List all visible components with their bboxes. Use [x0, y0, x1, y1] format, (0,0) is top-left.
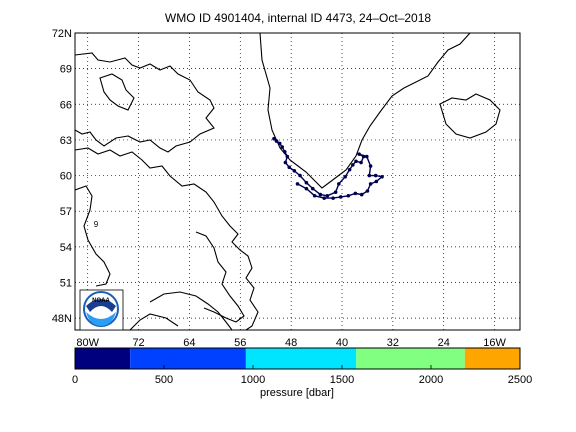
colorbar-segment	[130, 348, 246, 369]
lon-tick-label: 72	[132, 337, 144, 349]
track-point	[310, 186, 315, 191]
lon-tick-label: 64	[183, 337, 195, 349]
colorbar-tick-label: 2000	[419, 374, 443, 386]
track-point	[322, 196, 327, 200]
track-line	[273, 138, 384, 199]
float-track	[272, 136, 384, 200]
colorbar-segment	[356, 348, 465, 369]
track-point	[337, 182, 341, 186]
lon-tick-label: 40	[336, 337, 348, 349]
track-point	[374, 179, 379, 184]
track-point	[304, 186, 309, 191]
track-point	[331, 196, 335, 200]
coastline-baffin-island	[75, 147, 259, 330]
track-point	[380, 174, 384, 179]
track-point	[357, 152, 361, 156]
track-point	[373, 173, 378, 178]
track-point	[351, 163, 355, 167]
noaa-logo-text: NOAA	[92, 298, 110, 304]
track-point	[343, 174, 347, 179]
track-point	[304, 180, 309, 185]
lon-tick-label: 32	[387, 337, 399, 349]
track-point	[365, 189, 370, 193]
noaa-logo-wave-icon	[86, 312, 116, 326]
coastline-newfoundland	[149, 291, 233, 330]
track-point	[364, 154, 369, 159]
colorbar-segments	[75, 348, 520, 369]
lon-tick-label: 16W	[483, 337, 506, 349]
lat-tick-label: 69	[60, 64, 72, 76]
lon-tick-label: 24	[438, 337, 450, 349]
track-point	[312, 193, 317, 198]
latitude-tick-labels: 72N 69 66 63 60 57 54 51 48N	[52, 28, 72, 325]
coastline-baffin-lakes	[99, 73, 135, 111]
track-point	[318, 192, 323, 197]
lat-tick-label: 63	[60, 135, 72, 147]
map-frame-background	[75, 33, 520, 330]
lat-tick-label: 48N	[52, 313, 72, 325]
track-point	[282, 150, 287, 154]
track-point	[368, 164, 373, 168]
track-point	[283, 160, 288, 165]
colorbar-tick-label: 1000	[241, 374, 265, 386]
map-grid	[75, 33, 520, 330]
track-point	[333, 190, 338, 194]
land-outlines	[75, 33, 501, 330]
noaa-logo: NOAA	[79, 289, 124, 331]
colorbar-segment	[464, 348, 520, 369]
location-marker-label: 9	[94, 220, 99, 229]
track-point	[347, 167, 352, 172]
track-point	[368, 182, 373, 186]
colorbar-tick-label: 2500	[508, 374, 532, 386]
track-point	[359, 160, 363, 165]
longitude-tick-labels: 80W 72 64 56 48 40 32 24 16W	[76, 337, 506, 349]
coastline-arctic-islands	[75, 52, 215, 153]
track-point	[359, 192, 364, 197]
coastline-hudson-bay	[75, 185, 111, 287]
track-point	[287, 165, 292, 170]
colorbar-label: pressure [dbar]	[260, 387, 334, 399]
map-frame	[74, 32, 521, 331]
lat-tick-label: 54	[60, 242, 72, 254]
noaa-logo-bird-icon	[86, 299, 116, 312]
colorbar-segment	[75, 348, 131, 369]
lat-tick-label: 72N	[52, 28, 72, 40]
coastline-gulf	[129, 313, 179, 330]
track-point	[285, 154, 290, 159]
lat-tick-label: 57	[60, 206, 72, 218]
chart-title: WMO ID 4901404, internal ID 4473, 24–Oct…	[165, 11, 431, 25]
lon-tick-label: 48	[285, 337, 297, 349]
colorbar-tick-label: 1500	[330, 374, 354, 386]
track-point	[367, 173, 372, 178]
track-point	[295, 182, 300, 186]
track-point	[338, 195, 343, 199]
coastline-greenland	[259, 33, 471, 189]
track-point	[353, 191, 358, 196]
colorbar-tick-label: 0	[72, 374, 78, 386]
track-point	[277, 141, 282, 146]
track-point	[298, 173, 302, 178]
track-point	[346, 193, 351, 198]
track-point	[280, 145, 285, 149]
colorbar-tick-labels: 0 500 1000 1500 2000 2500	[72, 365, 532, 386]
colorbar-frame	[74, 347, 521, 370]
lon-tick-label: 80W	[76, 337, 99, 349]
colorbar-segment	[245, 348, 357, 369]
lon-tick-label: 56	[234, 337, 246, 349]
lat-tick-label: 66	[60, 99, 72, 111]
colorbar-tick-label: 500	[155, 374, 173, 386]
lat-tick-label: 51	[60, 277, 72, 289]
track-point	[354, 159, 358, 164]
coastline-labrador	[195, 231, 245, 323]
colorbar: 0 500 1000 1500 2000 2500 pressure [dbar]	[72, 347, 532, 399]
lat-tick-label: 60	[60, 171, 72, 183]
track-point	[325, 193, 330, 198]
coastline-iceland	[439, 93, 501, 139]
track-point	[361, 154, 366, 159]
track-point	[292, 169, 297, 173]
track-point	[274, 139, 279, 143]
track-point	[272, 136, 276, 141]
